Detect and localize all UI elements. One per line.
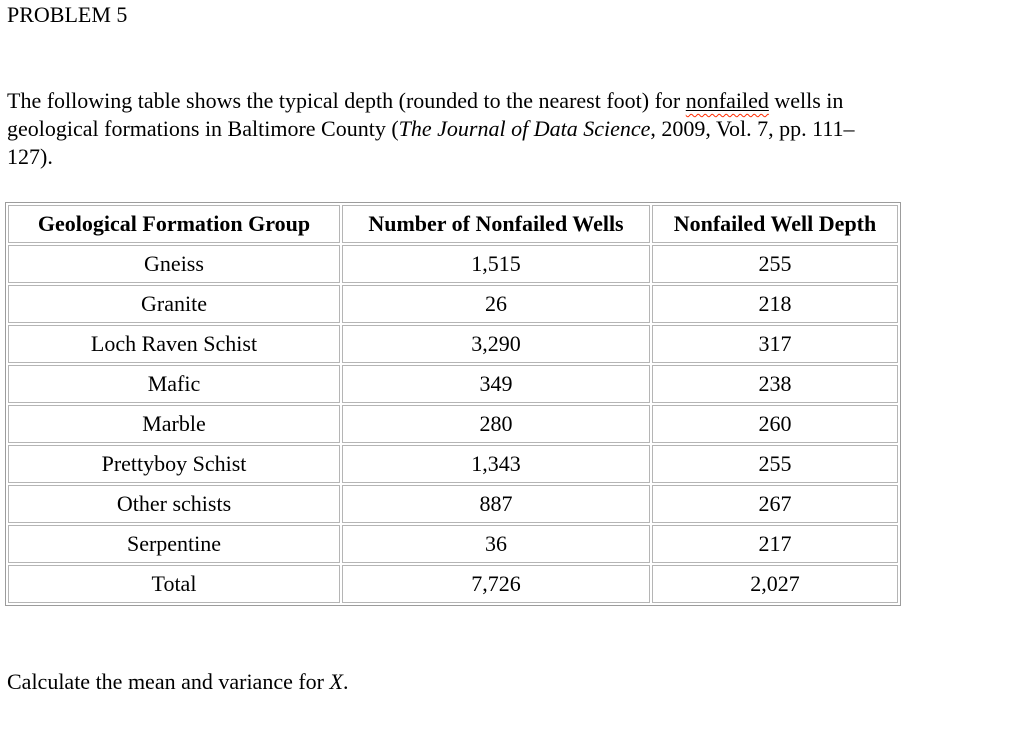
- column-header: Number of Nonfailed Wells: [342, 205, 650, 243]
- paragraph-line: The following table shows the typical de…: [7, 87, 1010, 115]
- table-cell: 349: [342, 365, 650, 403]
- table-cell: 255: [652, 245, 898, 283]
- table-row: Other schists 887 267: [8, 485, 898, 523]
- table-cell: 1,515: [342, 245, 650, 283]
- text-segment: The following table shows the typical de…: [7, 88, 686, 113]
- text-segment: The Journal of Data Science: [398, 116, 651, 141]
- column-header: Geological Formation Group: [8, 205, 340, 243]
- text-segment: 127).: [7, 144, 53, 169]
- instruction-line: Calculate the mean and variance for X.: [7, 668, 1010, 696]
- table-cell: 3,290: [342, 325, 650, 363]
- problem-statement: The following table shows the typical de…: [7, 87, 1010, 171]
- text-segment: .: [342, 669, 349, 694]
- table-cell: Loch Raven Schist: [8, 325, 340, 363]
- table-row: Mafic 349 238: [8, 365, 898, 403]
- table-cell: 217: [652, 525, 898, 563]
- table-row: Gneiss 1,515 255: [8, 245, 898, 283]
- table-header-row: Geological Formation Group Number of Nonf…: [8, 205, 898, 243]
- text-segment: X: [329, 669, 343, 694]
- column-header: Nonfailed Well Depth: [652, 205, 898, 243]
- table-cell: Total: [8, 565, 340, 603]
- table-cell: Mafic: [8, 365, 340, 403]
- table-row: Prettyboy Schist 1,343 255: [8, 445, 898, 483]
- table-cell: 218: [652, 285, 898, 323]
- table-row: Granite 26 218: [8, 285, 898, 323]
- table-cell: 36: [342, 525, 650, 563]
- table-body: Gneiss 1,515 255 Granite 26 218 Loch Raven Sch…: [8, 245, 898, 603]
- table-cell: 260: [652, 405, 898, 443]
- problem-title: PROBLEM 5: [7, 2, 128, 27]
- table-cell: Granite: [8, 285, 340, 323]
- table-cell: Prettyboy Schist: [8, 445, 340, 483]
- underlined-word: nonfailed: [685, 88, 769, 113]
- table-cell: 1,343: [342, 445, 650, 483]
- text-segment: geological formations in Baltimore Count…: [7, 116, 399, 141]
- text-segment: , 2009, Vol. 7, pp. 111–: [650, 116, 855, 141]
- paragraph-line: geological formations in Baltimore Count…: [7, 115, 1010, 143]
- wells-data-table: Geological Formation Group Number of Nonf…: [5, 202, 901, 606]
- table-cell: 238: [652, 365, 898, 403]
- table-cell: 887: [342, 485, 650, 523]
- table-cell: 26: [342, 285, 650, 323]
- table-row: Serpentine 36 217: [8, 525, 898, 563]
- table-row: Total 7,726 2,027: [8, 565, 898, 603]
- table-row: Loch Raven Schist 3,290 317: [8, 325, 898, 363]
- table-cell: Other schists: [8, 485, 340, 523]
- table-row: Marble 280 260: [8, 405, 898, 443]
- misspelled-word: nonfailed: [686, 88, 769, 113]
- table-cell: Gneiss: [8, 245, 340, 283]
- table-cell: 317: [652, 325, 898, 363]
- table-cell: 255: [652, 445, 898, 483]
- table-cell: 2,027: [652, 565, 898, 603]
- table-cell: Serpentine: [8, 525, 340, 563]
- paragraph-line: 127).: [7, 143, 1010, 171]
- table-cell: 280: [342, 405, 650, 443]
- table-cell: 7,726: [342, 565, 650, 603]
- text-segment: wells in: [768, 88, 844, 113]
- table-cell: 267: [652, 485, 898, 523]
- table-cell: Marble: [8, 405, 340, 443]
- text-segment: Calculate the mean and variance for: [7, 669, 330, 694]
